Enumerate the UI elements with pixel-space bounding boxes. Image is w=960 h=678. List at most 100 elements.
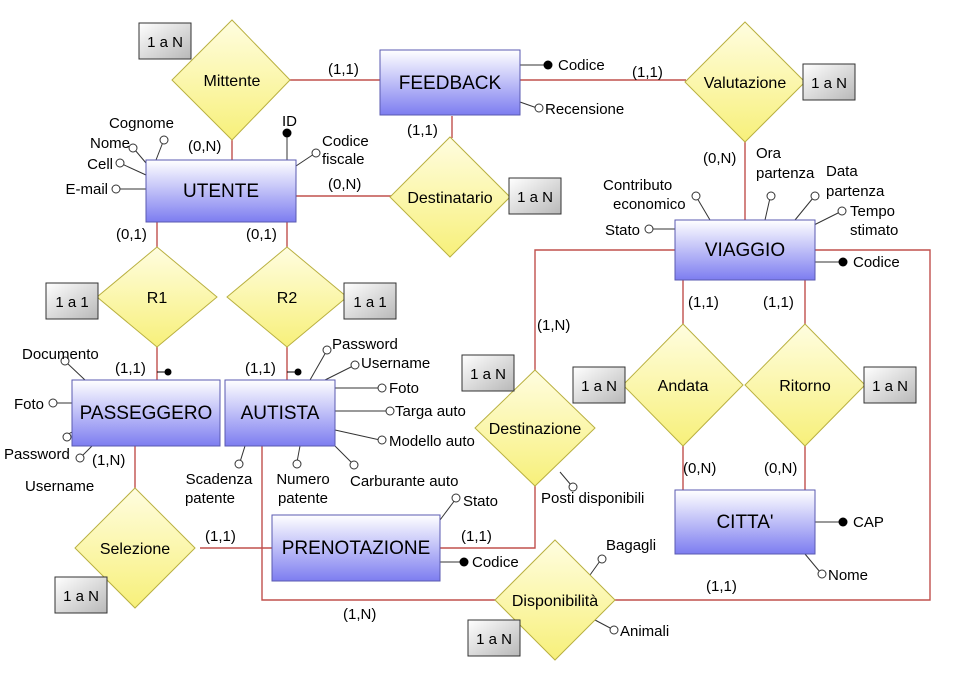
card-autista-r2: (1,1) (245, 360, 276, 377)
relationship-destinatario[interactable]: Destinatario (389, 136, 511, 258)
attr-viaggio-data-2: partenza (826, 183, 885, 200)
attr-disponibilita-bagagli: Bagagli (606, 537, 656, 554)
card-utente-destinatario: (0,N) (328, 176, 361, 193)
attr-utente-codice-fiscale-2: fiscale (322, 151, 365, 168)
relationship-r2[interactable]: R2 (226, 246, 348, 348)
card-passeggero-selezione: (1,N) (92, 452, 125, 469)
entity-prenotazione[interactable]: PRENOTAZIONE (271, 514, 441, 582)
citta-cap-key-dot (838, 517, 848, 527)
attribute-labels: Codice Recensione ID Codice fiscale Cogn… (4, 57, 900, 640)
card-viaggio-andata: (1,1) (688, 294, 719, 311)
attr-autista-modello: Modello auto (389, 433, 475, 450)
card-prenotazione-selezione: (1,1) (205, 528, 236, 545)
attr-viaggio-contributo-2: economico (613, 196, 686, 213)
card-feedback-mittente: (1,1) (328, 61, 359, 78)
attribute-stems (55, 64, 842, 630)
box-r1-label: 1 a 1 (55, 294, 88, 311)
attr-viaggio-data-1: Data (826, 163, 858, 180)
relationship-destinatario-label: Destinatario (407, 190, 492, 207)
entity-utente-label: UTENTE (183, 181, 259, 202)
card-viaggio-ritorno: (1,1) (763, 294, 794, 311)
connections (134, 79, 931, 601)
card-viaggio-destinazione: (1,N) (537, 317, 570, 334)
attr-autista-username: Username (361, 355, 430, 372)
relationship-destinazione[interactable]: Destinazione (474, 369, 596, 487)
relationship-ritorno[interactable]: Ritorno (744, 323, 866, 447)
attr-autista-carburante: Carburante auto (350, 473, 458, 490)
relationship-mittente[interactable]: Mittente (171, 19, 291, 141)
card-utente-mittente: (0,N) (188, 138, 221, 155)
card-citta-andata: (0,N) (683, 460, 716, 477)
utente-id-key-dot (282, 128, 292, 138)
entity-autista-label: AUTISTA (241, 403, 320, 424)
entity-citta-label: CITTA' (716, 512, 773, 533)
box-destinazione-label: 1 a N (470, 366, 506, 383)
attr-passeggero-username: Username (25, 478, 94, 495)
relationship-valutazione[interactable]: Valutazione (684, 21, 806, 143)
attr-disponibilita-animali: Animali (620, 623, 669, 640)
attr-autista-numero-2: patente (278, 490, 328, 507)
entity-feedback[interactable]: FEEDBACK (379, 49, 521, 116)
box-valutazione-label: 1 a N (811, 75, 847, 92)
relationship-mittente-label: Mittente (204, 73, 261, 90)
card-prenotazione-destinazione: (1,1) (461, 528, 492, 545)
box-mittente: 1 a N (138, 22, 192, 60)
entity-citta[interactable]: CITTA' (674, 489, 816, 555)
box-disponibilita: 1 a N (467, 619, 521, 657)
attr-autista-password: Password (332, 336, 398, 353)
cardinality-labels: (1,1) (1,1) (1,1) (0,N) (0,N) (0,1) (0,1… (92, 61, 797, 623)
relationship-valutazione-label: Valutazione (704, 75, 787, 92)
box-andata-label: 1 a N (581, 378, 617, 395)
relationship-r2-label: R2 (277, 290, 298, 307)
attr-utente-codice-fiscale-1: Codice (322, 133, 369, 150)
attr-autista-scadenza-2: patente (185, 490, 235, 507)
card-citta-ritorno: (0,N) (764, 460, 797, 477)
attr-utente-nome: Nome (90, 135, 130, 152)
attr-utente-cognome: Cognome (109, 115, 174, 132)
card-feedback-destinatario: (1,1) (407, 122, 438, 139)
attr-destinazione-posti: Posti disponibili (541, 490, 644, 507)
box-disponibilita-label: 1 a N (476, 631, 512, 648)
box-andata: 1 a N (572, 366, 626, 404)
attr-citta-nome: Nome (828, 567, 868, 584)
attr-viaggio-tempo-1: Tempo (850, 203, 895, 220)
entity-autista[interactable]: AUTISTA (224, 379, 336, 447)
attribute-circles (48, 103, 847, 635)
relationship-disponibilita-label: Disponibilità (512, 593, 598, 610)
box-valutazione: 1 a N (802, 63, 856, 101)
attr-autista-foto: Foto (389, 380, 419, 397)
attr-citta-cap: CAP (853, 514, 884, 531)
entity-utente[interactable]: UTENTE (145, 159, 297, 223)
attr-utente-id: ID (282, 113, 297, 130)
entity-feedback-label: FEEDBACK (399, 73, 502, 94)
attr-viaggio-ora-1: Ora (756, 145, 782, 162)
entity-passeggero[interactable]: PASSEGGERO (71, 379, 221, 447)
card-utente-r1: (0,1) (116, 226, 147, 243)
box-r2-label: 1 a 1 (353, 294, 386, 311)
prenotazione-codice-key-dot (459, 557, 469, 567)
attr-prenotazione-stato: Stato (463, 493, 498, 510)
relationship-r1-label: R1 (147, 290, 168, 307)
entity-passeggero-label: PASSEGGERO (80, 403, 213, 424)
box-destinatario: 1 a N (508, 177, 562, 215)
attr-utente-email: E-mail (65, 181, 108, 198)
attr-passeggero-documento: Documento (22, 346, 99, 363)
attr-viaggio-codice: Codice (853, 254, 900, 271)
relationship-andata-label: Andata (658, 378, 709, 395)
attr-autista-numero-1: Numero (276, 471, 329, 488)
entity-prenotazione-label: PRENOTAZIONE (282, 538, 431, 559)
attr-feedback-codice: Codice (558, 57, 605, 74)
attr-prenotazione-codice: Codice (472, 554, 519, 571)
box-ritorno-label: 1 a N (872, 378, 908, 395)
entity-viaggio[interactable]: VIAGGIO (674, 219, 816, 281)
relationship-andata[interactable]: Andata (622, 323, 744, 447)
relationship-selezione-label: Selezione (100, 541, 170, 558)
box-r1: 1 a 1 (45, 282, 99, 320)
box-selezione: 1 a N (54, 576, 108, 614)
relationship-disponibilita[interactable]: Disponibilità (494, 539, 616, 661)
relationship-r1[interactable]: R1 (96, 246, 218, 348)
card-viaggio-valutazione: (0,N) (703, 150, 736, 167)
box-ritorno: 1 a N (863, 366, 917, 404)
entity-viaggio-label: VIAGGIO (705, 240, 785, 261)
relationship-destinazione-label: Destinazione (489, 421, 582, 438)
